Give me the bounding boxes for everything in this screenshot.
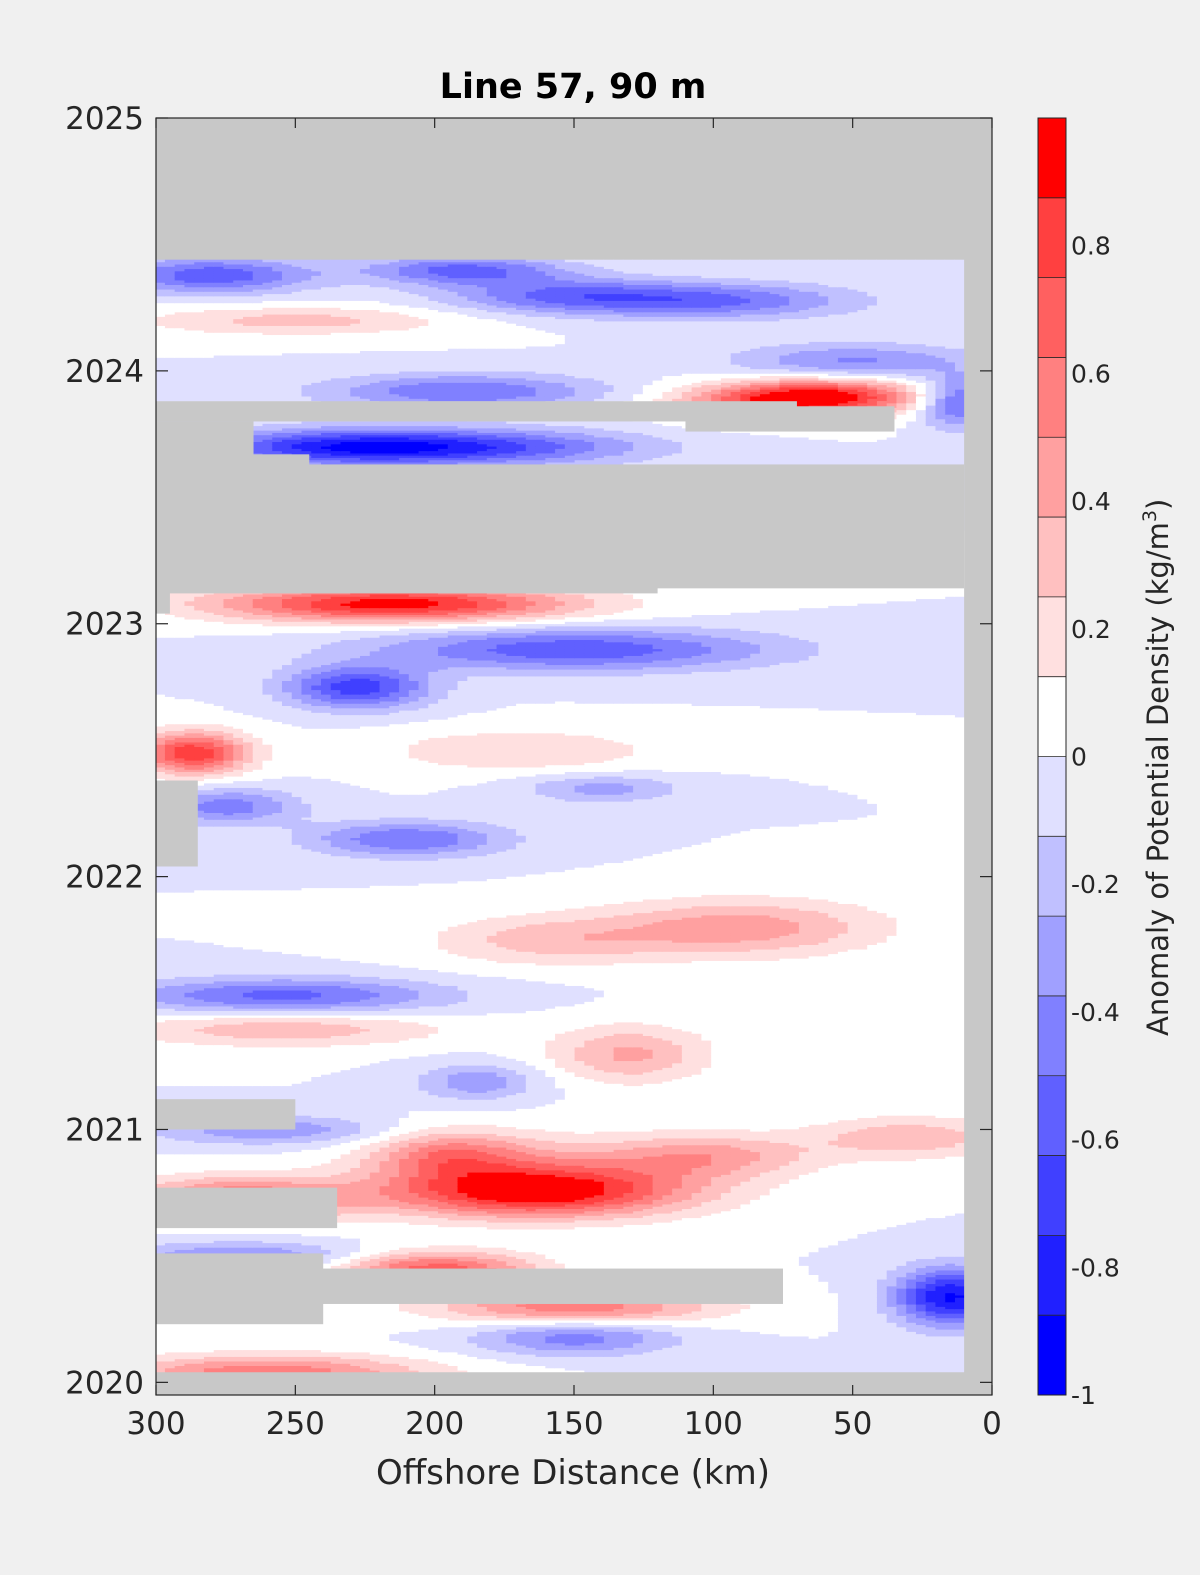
chart-title: Line 57, 90 m [440, 67, 707, 107]
